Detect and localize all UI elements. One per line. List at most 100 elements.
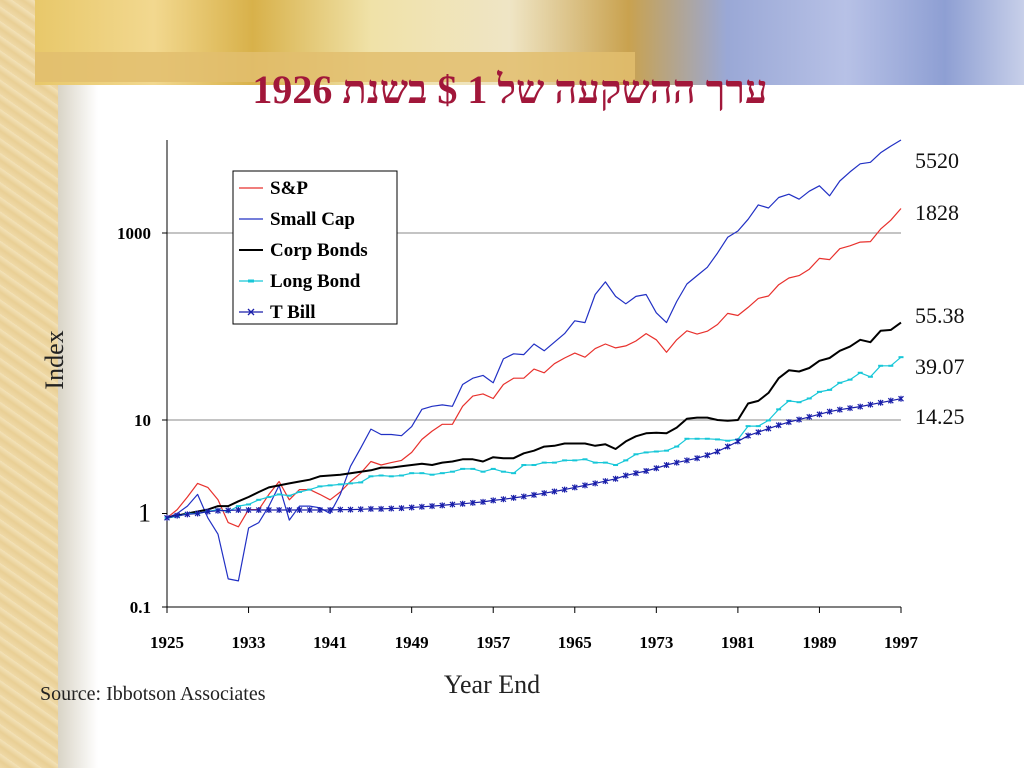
y-tick-label: 0.1 xyxy=(130,598,151,617)
data-point-t_bill xyxy=(215,507,221,514)
data-point-t_bill xyxy=(592,480,599,487)
data-point-t_bill xyxy=(561,486,568,493)
data-point-t_bill xyxy=(755,429,762,436)
x-tick-label: 1981 xyxy=(721,633,755,652)
x-tick-label: 1973 xyxy=(639,633,673,652)
series-line-sp xyxy=(166,208,902,528)
data-point-t_bill xyxy=(877,399,884,406)
data-point-t_bill xyxy=(429,503,435,510)
data-point-t_bill xyxy=(367,505,374,512)
legend-label-small_cap: Small Cap xyxy=(270,209,355,230)
data-point-t_bill xyxy=(663,462,670,469)
data-point-t_bill xyxy=(398,505,405,512)
data-point-t_bill xyxy=(785,419,792,426)
data-point-t_bill xyxy=(327,507,334,514)
data-point-t_bill xyxy=(388,505,395,512)
series-line-t_bill xyxy=(166,398,902,519)
legend-label-corp_bonds: Corp Bonds xyxy=(270,240,368,261)
data-point-t_bill xyxy=(602,478,609,485)
data-point-t_bill xyxy=(765,425,772,432)
data-point-t_bill xyxy=(480,498,486,505)
data-point-t_bill xyxy=(612,475,619,482)
legend-box xyxy=(232,170,398,325)
data-point-t_bill xyxy=(255,507,262,514)
x-tick-label: 1933 xyxy=(232,633,266,652)
end-value-label: 55.38 xyxy=(915,303,965,328)
data-point-t_bill xyxy=(806,413,813,420)
data-point-t_bill xyxy=(418,503,425,510)
sidebar-shadow xyxy=(58,85,98,768)
end-value-label: 5520 xyxy=(915,148,959,173)
data-point-t_bill xyxy=(500,496,507,503)
data-point-t_bill xyxy=(184,511,191,518)
data-point-t_bill xyxy=(194,510,201,517)
y-tick-label: 1 xyxy=(138,499,151,528)
data-point-t_bill xyxy=(673,459,680,466)
data-point-t_bill xyxy=(408,504,415,511)
end-value-label: 1828 xyxy=(915,200,959,225)
series-line-corp_bonds xyxy=(166,321,902,519)
data-point-t_bill xyxy=(571,484,578,491)
x-tick-label: 1989 xyxy=(802,633,836,652)
data-point-t_bill xyxy=(836,406,843,413)
data-point-t_bill xyxy=(745,432,752,439)
series-t_bill xyxy=(164,395,904,521)
x-tick-label: 1965 xyxy=(558,633,592,652)
source-note: Source: Ibbotson Associates xyxy=(40,683,266,705)
data-point-t_bill xyxy=(826,408,833,415)
data-point-t_bill xyxy=(531,491,537,498)
data-point-t_bill xyxy=(694,455,701,462)
data-point-t_bill xyxy=(622,472,629,479)
data-point-t_bill xyxy=(867,401,874,408)
x-tick-label: 1949 xyxy=(395,633,429,652)
banner-strip xyxy=(35,52,635,82)
data-point-t_bill xyxy=(378,505,385,512)
data-point-t_bill xyxy=(724,443,731,450)
data-point-t_bill xyxy=(266,507,272,514)
decorative-sidebar xyxy=(0,0,58,768)
data-point-t_bill xyxy=(857,403,864,410)
x-tick-label: 1941 xyxy=(313,633,347,652)
legend: S&P Small Cap Corp Bonds Long Bond T Bill xyxy=(232,170,398,325)
data-point-t_bill xyxy=(887,397,894,404)
data-point-t_bill xyxy=(683,457,690,464)
x-axis-title: Year End xyxy=(444,670,540,699)
y-tick-label: 10 xyxy=(134,411,151,430)
data-point-t_bill xyxy=(551,488,558,495)
x-tick-label: 1957 xyxy=(476,633,511,652)
data-point-t_bill xyxy=(796,416,802,423)
data-point-t_bill xyxy=(164,514,170,521)
data-point-t_bill xyxy=(734,438,741,445)
legend-label-t_bill: T Bill xyxy=(270,302,316,323)
data-point-t_bill xyxy=(316,507,323,514)
data-point-t_bill xyxy=(235,507,242,514)
x-tick-label: 1997 xyxy=(884,633,919,652)
y-tick-label: 1000 xyxy=(117,224,151,243)
data-point-t_bill xyxy=(225,507,232,514)
series-small_cap xyxy=(166,139,902,582)
data-point-t_bill xyxy=(633,470,639,477)
series-line-small_cap xyxy=(166,139,902,582)
data-point-t_bill xyxy=(582,482,588,489)
data-point-t_bill xyxy=(174,512,181,519)
data-point-t_bill xyxy=(337,506,344,513)
x-tick-label: 1925 xyxy=(150,633,184,652)
data-point-t_bill xyxy=(653,465,660,472)
data-point-t_bill xyxy=(306,507,313,514)
data-point-t_bill xyxy=(439,502,446,509)
series-sp xyxy=(166,208,902,528)
data-point-t_bill xyxy=(449,501,456,508)
data-point-t_bill xyxy=(459,500,466,507)
data-point-t_bill xyxy=(490,497,497,504)
data-point-t_bill xyxy=(204,508,211,515)
data-point-t_bill xyxy=(775,422,782,429)
data-point-t_bill xyxy=(643,467,650,474)
legend-label-long_bond: Long Bond xyxy=(270,271,361,292)
data-point-t_bill xyxy=(286,507,293,514)
data-point-t_bill xyxy=(520,493,527,500)
data-point-t_bill xyxy=(296,507,303,514)
legend-marker xyxy=(247,308,255,316)
data-point-t_bill xyxy=(276,507,283,514)
slide-title: ערך ההשקעה של 1 $ בשנת 1926 xyxy=(252,67,768,112)
data-point-t_bill xyxy=(510,494,517,501)
